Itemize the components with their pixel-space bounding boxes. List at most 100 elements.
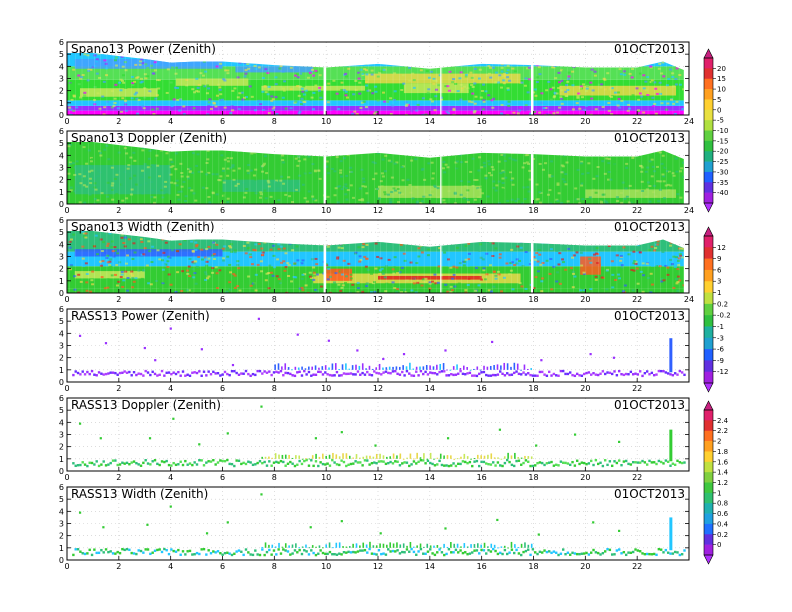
speckle xyxy=(298,110,302,113)
speckle xyxy=(95,72,99,75)
speckle xyxy=(223,245,227,248)
speckle xyxy=(456,90,460,93)
speckle xyxy=(68,162,72,165)
speckle xyxy=(458,262,462,265)
speckle xyxy=(464,245,468,248)
rass-layer-point xyxy=(380,552,383,556)
speckle xyxy=(503,69,507,72)
colorbar-label: -0.2 xyxy=(717,312,731,320)
rass-layer-point xyxy=(408,550,411,553)
rass-layer-point xyxy=(214,463,217,466)
speckle xyxy=(412,282,416,285)
x-tick-label: 22 xyxy=(632,206,642,215)
patch xyxy=(403,83,469,94)
speckle xyxy=(659,92,663,95)
rass-layer-point xyxy=(440,551,444,554)
speckle xyxy=(560,202,564,204)
speckle xyxy=(272,244,276,247)
rass-burst xyxy=(419,366,421,370)
speckle xyxy=(474,266,478,269)
speckle xyxy=(261,170,265,173)
speckle xyxy=(303,273,307,276)
rass-burst xyxy=(332,452,334,459)
speckle xyxy=(249,69,253,72)
rass-layer-point xyxy=(286,462,290,465)
speckle xyxy=(340,273,344,276)
speckle xyxy=(317,241,321,244)
rass-layer-point xyxy=(144,459,147,462)
rass-burst xyxy=(328,454,331,459)
speckle xyxy=(72,95,76,98)
speckle xyxy=(527,162,531,165)
speckle xyxy=(203,198,207,201)
speckle xyxy=(417,230,421,233)
rass-layer-point xyxy=(331,553,334,556)
speckle xyxy=(246,62,250,65)
rass-layer-point xyxy=(207,549,210,552)
rass-layer-point xyxy=(298,548,301,552)
speckle xyxy=(424,277,428,280)
rass-burst xyxy=(315,453,317,459)
speckle xyxy=(277,199,281,202)
rass-layer-point xyxy=(594,373,598,376)
speckle xyxy=(350,53,354,56)
speckle xyxy=(176,271,180,274)
speckle xyxy=(682,58,684,61)
rass-burst xyxy=(477,454,479,459)
speckle xyxy=(292,275,296,278)
rass-layer-point xyxy=(599,461,602,464)
speckle xyxy=(249,145,253,148)
x-tick-label: 2 xyxy=(116,117,121,126)
speckle xyxy=(310,154,314,157)
speckle xyxy=(206,84,210,87)
rass-layer-point xyxy=(298,459,301,463)
speckle xyxy=(312,198,316,201)
rass-burst xyxy=(439,547,442,549)
rass-burst xyxy=(342,453,344,459)
speckle xyxy=(233,286,237,289)
speckle xyxy=(243,237,247,240)
rass-sparse-point xyxy=(379,532,382,535)
speckle xyxy=(602,113,606,115)
colorbar-frame xyxy=(703,235,714,384)
rass-layer-point xyxy=(198,459,201,462)
colorbar-segment xyxy=(704,182,713,193)
speckle xyxy=(434,282,438,285)
speckle xyxy=(119,89,123,92)
speckle xyxy=(638,92,642,95)
rass-layer-point xyxy=(538,550,542,554)
speckle xyxy=(678,253,682,256)
rass-layer-point xyxy=(620,373,623,376)
rass-burst xyxy=(496,364,499,370)
speckle xyxy=(581,83,585,86)
speckle xyxy=(384,108,388,111)
speckle xyxy=(528,78,532,81)
rass-spike xyxy=(669,517,673,551)
speckle xyxy=(298,174,302,177)
speckle xyxy=(518,259,522,262)
rass-layer-point xyxy=(335,370,339,374)
speckle xyxy=(300,286,304,289)
speckle xyxy=(466,198,470,201)
x-tick-label: 16 xyxy=(477,473,487,482)
speckle xyxy=(500,154,504,157)
speckle xyxy=(68,143,72,146)
speckle xyxy=(278,237,282,240)
speckle xyxy=(219,93,223,96)
rass-layer-point xyxy=(125,371,129,374)
speckle xyxy=(616,91,620,94)
speckle xyxy=(196,86,200,89)
rass-layer-point xyxy=(265,550,269,554)
speckle xyxy=(232,169,236,172)
rass-burst xyxy=(516,363,519,370)
patch xyxy=(222,179,301,192)
speckle xyxy=(467,201,471,204)
rass-layer-point xyxy=(251,372,255,376)
rass-burst xyxy=(311,366,313,370)
speckle xyxy=(186,175,190,178)
speckle xyxy=(222,259,226,262)
rass-layer-point xyxy=(328,464,332,467)
speckle xyxy=(564,90,568,93)
rass-layer-point xyxy=(158,548,161,551)
speckle xyxy=(663,237,667,240)
